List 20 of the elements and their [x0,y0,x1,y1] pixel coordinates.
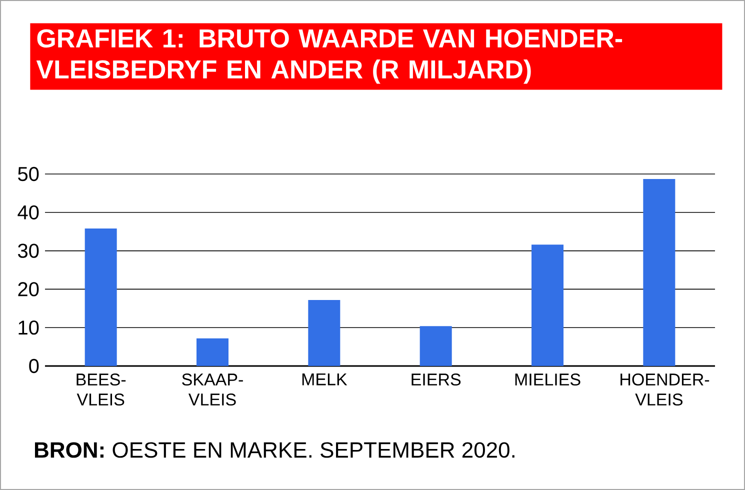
x-tick-label: SKAAP-VLEIS [182,374,243,406]
bar [196,338,228,366]
text: BRON: OESTE EN MARKE. SEPTEMBER 2020. [34,442,514,458]
x-tick-label: EIERS [412,374,461,386]
x-tick-label: MELK [302,374,348,386]
y-tick-label: 10 [18,320,39,335]
y-tick-label: 30 [18,244,39,258]
y-tick-label: 0 [29,358,39,374]
chart-title: GRAFIEK 1: BRUTO WAARDE VAN HOENDER-VLEISBEDRYF EN ANDER (R MILJARD) [36,29,622,84]
bar [643,178,676,366]
bar [308,300,340,366]
y-tick-label: 40 [18,205,39,220]
y-tick-label: 50 [18,166,39,182]
x-tick-label: MIELIES [515,374,580,386]
x-tick-label: BEES-VLEIS [76,374,126,406]
bar [532,244,564,366]
y-tick-label: 20 [18,282,39,296]
bar [84,228,117,366]
x-tick-label: HOENDER-VLEIS [620,374,710,406]
bar [420,326,452,366]
